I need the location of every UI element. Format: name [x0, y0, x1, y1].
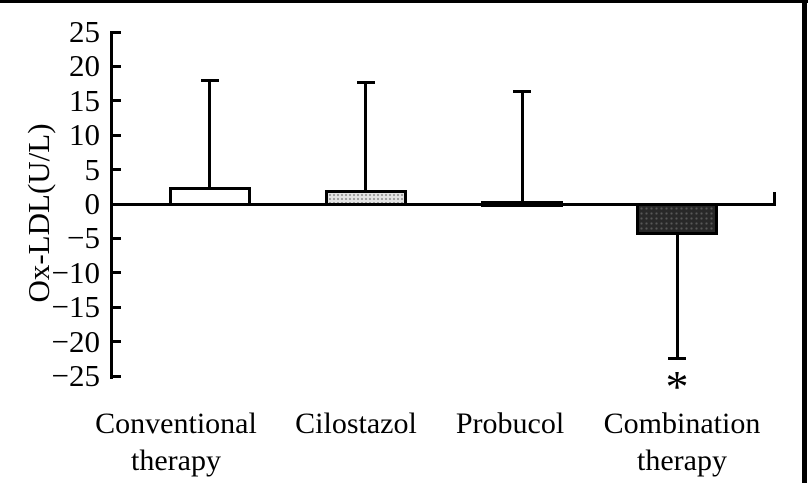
y-axis-tick — [110, 340, 121, 344]
y-tick-label: −25 — [51, 357, 100, 393]
x-category-label-line: therapy — [637, 444, 727, 477]
x-category-label-line: Combination — [603, 407, 761, 440]
y-tick-label: −20 — [51, 323, 100, 359]
bar-probucol — [481, 201, 563, 208]
x-category-label: Cilostazol — [295, 405, 417, 442]
figure-top-border — [0, 0, 808, 3]
y-tick-label: −10 — [51, 254, 100, 290]
y-tick-label: 25 — [69, 13, 100, 49]
error-bar-cap — [513, 89, 531, 93]
error-bar-cap — [200, 78, 219, 82]
bar-combination-therapy — [636, 203, 718, 235]
x-category-label: Probucol — [456, 405, 564, 442]
x-axis-line — [110, 203, 776, 206]
x-category-label-line: Cilostazol — [295, 407, 417, 440]
y-axis-tick — [110, 30, 121, 34]
y-tick-label: −5 — [67, 220, 100, 256]
y-axis-tick — [110, 374, 121, 378]
bar-cilostazol — [324, 190, 407, 206]
error-bar-cap — [356, 81, 375, 85]
y-axis-tick — [110, 133, 121, 137]
y-axis-tick — [110, 236, 121, 240]
y-tick-label: 0 — [84, 185, 101, 221]
y-tick-label: −15 — [51, 289, 100, 325]
error-bar — [520, 91, 524, 202]
bar-conventional-therapy — [168, 187, 251, 206]
x-category-label: Combination therapy — [604, 405, 761, 479]
x-category-label-line: Probucol — [455, 407, 565, 440]
x-category-label: Conventional therapy — [95, 405, 257, 479]
x-category-label-line: Conventional — [95, 407, 257, 440]
error-bar — [364, 82, 367, 191]
y-tick-label: 20 — [69, 48, 100, 84]
y-tick-label: 10 — [69, 117, 100, 153]
significance-asterisk: * — [665, 361, 689, 412]
y-axis-tick — [110, 271, 121, 275]
y-tick-label: 5 — [84, 151, 101, 187]
y-axis-tick — [110, 64, 121, 68]
error-bar — [208, 80, 211, 188]
error-bar-cap — [668, 357, 686, 361]
y-axis-tick — [110, 99, 121, 103]
y-axis-tick — [110, 305, 121, 309]
x-category-label-line: therapy — [131, 444, 221, 477]
y-axis-tick — [110, 168, 121, 172]
y-tick-label: 15 — [69, 82, 100, 118]
x-axis-end-tick — [773, 192, 776, 204]
error-bar — [675, 234, 679, 359]
figure-right-border — [802, 0, 807, 483]
